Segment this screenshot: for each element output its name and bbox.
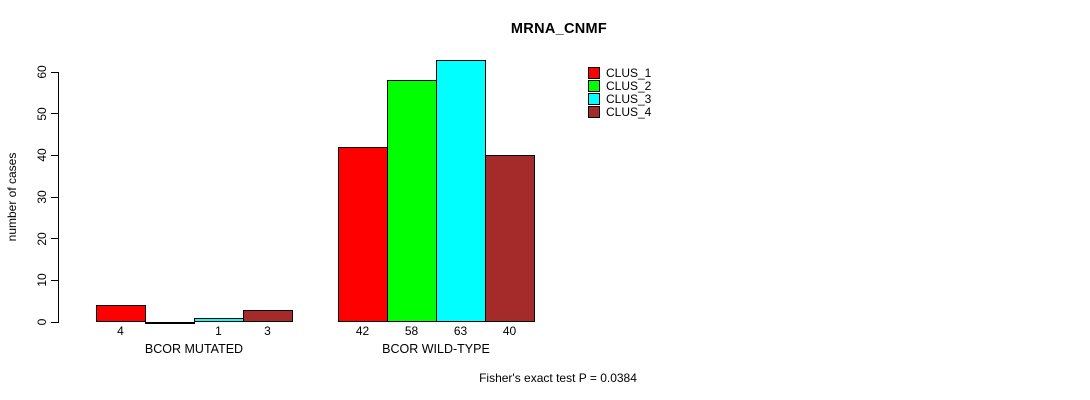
y-axis-tick [51,321,58,323]
bar-clus-1-bcor-mutated [96,305,146,322]
bar-clus-3-bcor-wild-type [436,59,486,322]
x-group-label-bcor-wild-type: BCOR WILD-TYPE [382,342,490,356]
bar-value-label: 1 [215,324,222,338]
legend-swatch-clus-2-icon [588,80,600,92]
legend-label-clus-4: CLUS_4 [606,105,652,119]
bar-clus-4-bcor-wild-type [485,155,535,322]
legend-label-clus-2: CLUS_2 [606,79,652,93]
bar-value-label: 3 [264,324,271,338]
stat-annotation: Fisher's exact test P = 0.0384 [479,371,637,385]
x-group-label-bcor-mutated: BCOR MUTATED [144,342,244,356]
y-axis-tick-label: 30 [35,190,49,204]
y-axis-tick [51,196,58,198]
legend-swatch-clus-1-icon [588,67,600,79]
bar-value-label: 58 [404,324,419,338]
legend-swatch-clus-3-icon [588,93,600,105]
y-axis-label: number of cases [5,152,19,242]
y-axis-tick-label: 50 [35,106,49,121]
y-axis-tick [51,113,58,115]
legend-label-clus-1: CLUS_1 [606,66,652,80]
bar-clus-2-bcor-wild-type [387,80,437,322]
y-axis-tick [51,154,58,156]
y-axis-tick-label: 0 [35,318,49,326]
bar-clus-3-bcor-mutated [194,317,244,322]
bar-value-label: 4 [117,324,124,338]
y-axis-tick-label: 10 [35,273,49,288]
chart-title: MRNA_CNMF [510,21,608,37]
bar-clus-2-bcor-mutated [145,322,195,324]
bar-value-label: 40 [502,324,517,338]
legend-label-clus-3: CLUS_3 [606,92,652,106]
bar-value-label: 63 [453,324,468,338]
y-axis-tick-label: 60 [35,65,49,79]
y-axis-line [58,72,59,323]
y-axis-tick [51,279,58,281]
y-axis-tick [51,71,58,73]
legend-swatch-clus-4-icon [588,106,600,118]
bar-clus-4-bcor-mutated [243,309,293,322]
y-axis-tick [51,238,58,240]
bar-value-label: 42 [355,324,370,338]
bar-clus-1-bcor-wild-type [338,147,388,322]
y-axis-tick-label: 40 [35,148,49,163]
y-axis-tick-label: 20 [35,231,49,246]
